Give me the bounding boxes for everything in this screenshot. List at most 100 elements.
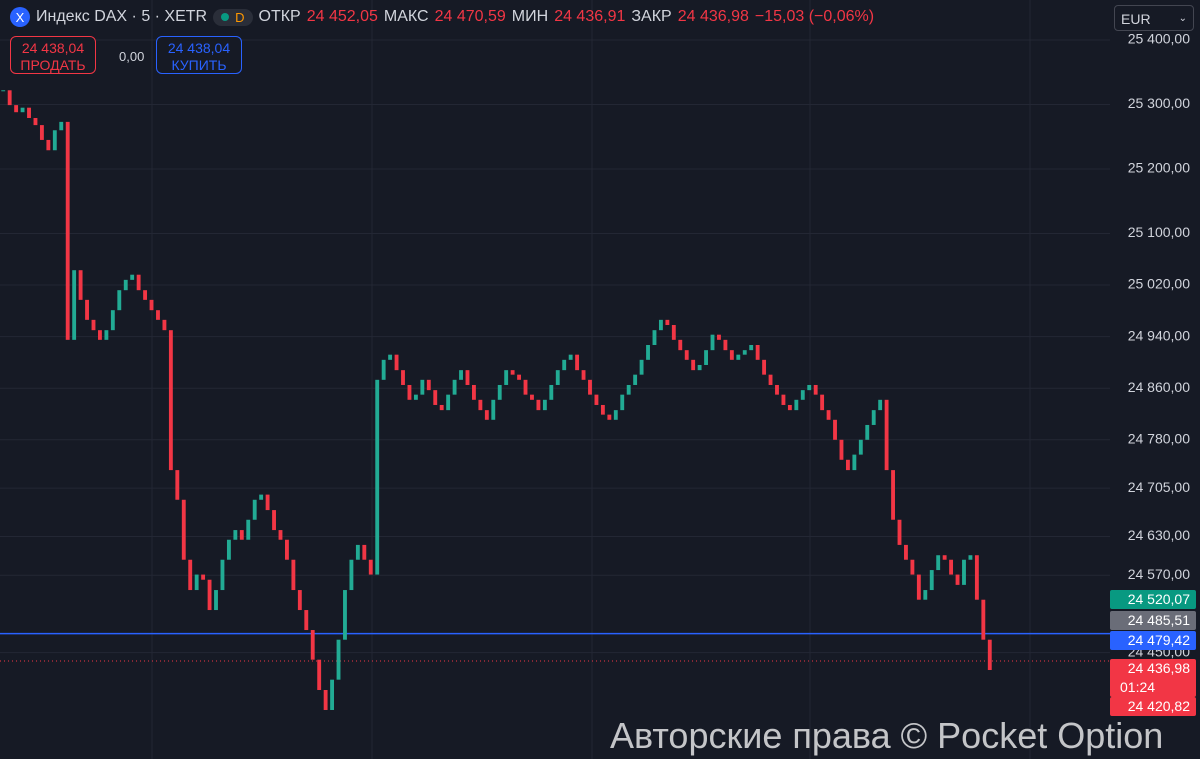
candle	[413, 394, 418, 400]
candle	[787, 404, 792, 411]
sell-button[interactable]: 24 438,04 ПРОДАТЬ	[10, 36, 96, 74]
y-tick-label: 25 400,00	[1128, 31, 1190, 47]
candle	[214, 590, 218, 611]
y-tick-label: 25 020,00	[1128, 276, 1190, 292]
candle	[317, 659, 322, 690]
candle	[607, 414, 612, 420]
candle	[517, 374, 522, 380]
candle	[52, 130, 57, 151]
candle	[536, 399, 541, 411]
candle	[285, 539, 289, 560]
candle	[742, 350, 747, 355]
candle	[201, 574, 206, 580]
candle	[904, 544, 908, 560]
price-badge: 24 479,42	[1110, 631, 1196, 650]
candle	[762, 359, 767, 375]
change: −15,03 (−0,06%)	[754, 8, 875, 25]
candle	[626, 384, 631, 395]
candle	[710, 334, 715, 351]
candle	[388, 354, 393, 360]
symbol[interactable]: Индекс DAX · 5 · XETR	[36, 8, 208, 25]
badge: D	[235, 9, 245, 25]
candle	[239, 530, 244, 540]
candle	[697, 364, 702, 371]
candle	[542, 399, 547, 411]
candle	[336, 639, 341, 680]
y-tick-label: 24 940,00	[1128, 327, 1190, 343]
candle	[678, 339, 683, 351]
low: 24 436,91	[554, 8, 626, 25]
open-label: ОТКР	[258, 8, 301, 25]
candle	[278, 530, 283, 540]
candle	[878, 399, 883, 411]
buy-button[interactable]: 24 438,04 КУПИТЬ	[156, 36, 242, 74]
y-tick-label: 24 570,00	[1128, 566, 1190, 582]
candle	[1, 90, 6, 92]
badge-text: 24 485,51	[1127, 612, 1190, 628]
badge-text: 24 420,82	[1127, 698, 1190, 714]
candle	[420, 379, 425, 395]
candle	[226, 539, 231, 560]
price-badge: 24 520,07	[1110, 590, 1196, 609]
badge-text: 24 436,98	[1127, 660, 1190, 676]
low-label: МИН	[511, 8, 549, 25]
candle	[704, 350, 708, 365]
candle	[555, 370, 560, 385]
candle	[794, 399, 799, 411]
candle	[355, 544, 360, 560]
candle	[955, 574, 960, 585]
candle	[72, 270, 77, 340]
candle	[149, 299, 154, 311]
candle	[600, 404, 605, 415]
candle	[523, 379, 528, 395]
candle	[665, 319, 670, 326]
candle	[104, 330, 109, 340]
candle	[20, 107, 25, 113]
candle	[813, 384, 818, 395]
candle	[987, 639, 992, 671]
badge-text: 24 479,42	[1127, 632, 1190, 648]
candle	[375, 379, 380, 575]
candle	[117, 290, 122, 311]
currency-select[interactable]: EUR ⌄	[1114, 5, 1194, 31]
candle	[207, 579, 212, 611]
candle	[343, 590, 347, 640]
candle	[929, 570, 934, 591]
candle	[143, 290, 148, 300]
sell-price: 24 438,04	[21, 40, 85, 56]
candle	[7, 90, 12, 106]
candle	[471, 384, 476, 400]
candle	[652, 330, 657, 345]
y-tick-label: 24 705,00	[1128, 479, 1190, 495]
candle	[949, 559, 954, 575]
candle	[613, 410, 618, 420]
candle	[620, 394, 625, 411]
candle	[181, 499, 186, 560]
candle	[884, 399, 889, 471]
candle	[330, 679, 335, 710]
candle	[156, 310, 160, 320]
candle	[175, 470, 180, 500]
candle	[897, 519, 902, 545]
candle	[936, 555, 941, 571]
candle	[968, 555, 973, 560]
candle	[891, 470, 895, 520]
candle	[362, 544, 367, 560]
candle	[381, 359, 386, 380]
y-tick-label: 25 300,00	[1128, 95, 1190, 111]
y-tick-label: 24 630,00	[1128, 527, 1190, 543]
candle	[291, 559, 296, 591]
spread: 0,00	[119, 49, 145, 64]
candle	[845, 459, 850, 471]
candle	[826, 410, 831, 420]
header: X Индекс DAX · 5 · XETR D ОТКР 24 452,05 …	[10, 7, 874, 27]
candle	[729, 350, 734, 360]
candle	[484, 410, 489, 420]
candle	[588, 379, 592, 395]
candle	[807, 384, 812, 391]
candle	[923, 590, 928, 600]
candle	[91, 319, 96, 331]
candle	[562, 359, 567, 371]
